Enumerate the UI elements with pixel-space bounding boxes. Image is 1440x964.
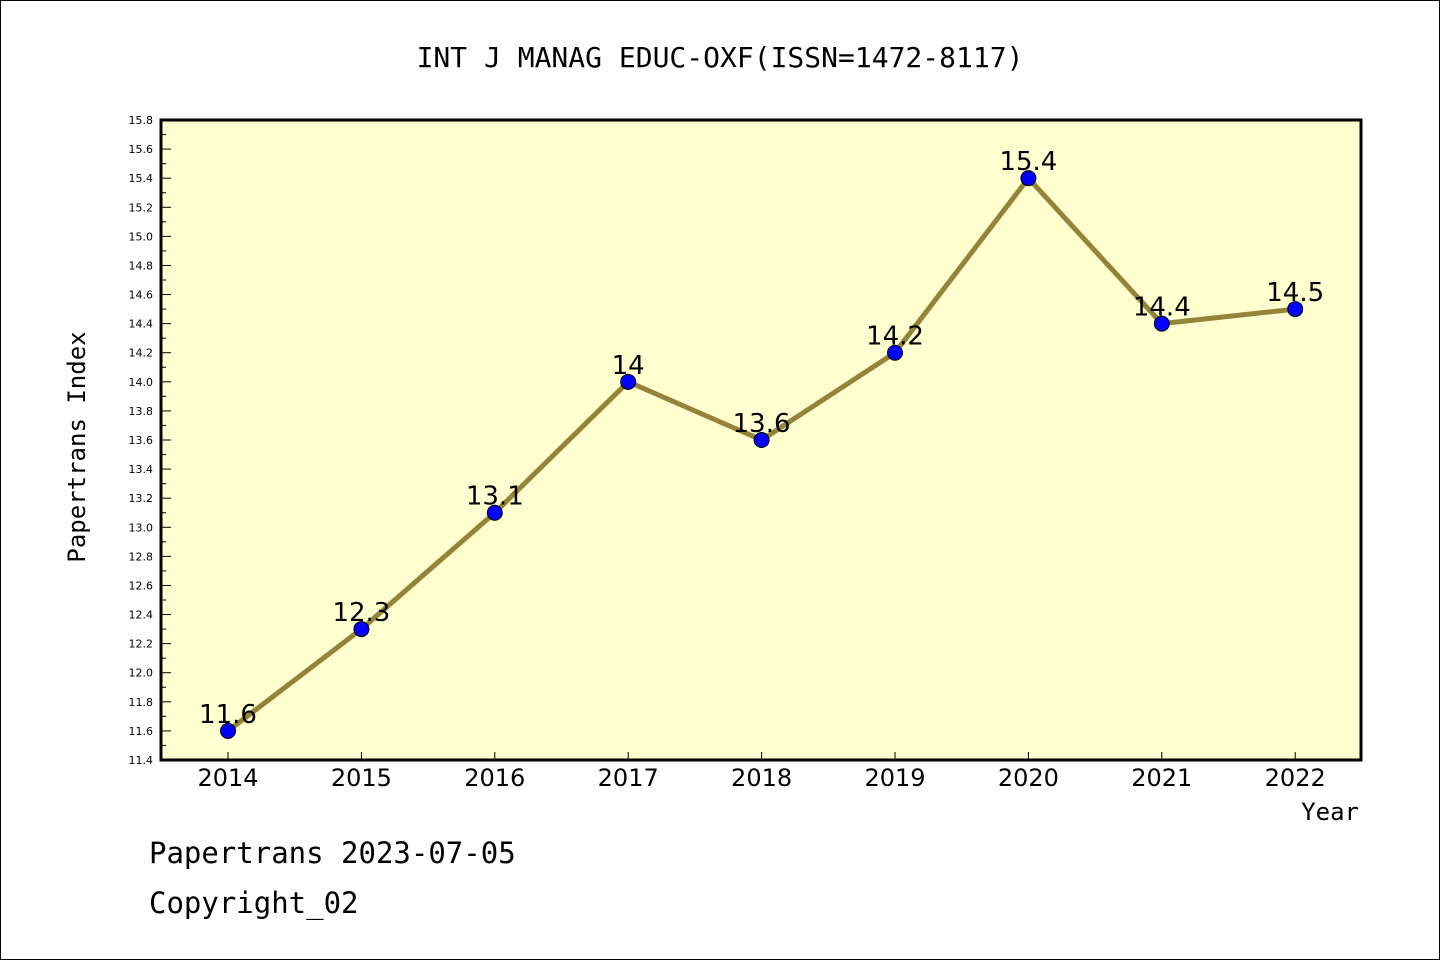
y-tick-label: 15.2: [129, 201, 154, 214]
data-label: 13.1: [466, 482, 524, 512]
data-label: 14: [612, 351, 645, 381]
y-tick-label: 15.0: [129, 230, 154, 243]
x-tick-label: 2019: [864, 764, 925, 792]
data-point: [486, 504, 503, 521]
y-axis: 11.4 11.6 11.8 12.0 12.2 12.4 12.6 12.8 13.0 13.2…: [129, 114, 171, 767]
x-tick-label: 2018: [731, 764, 792, 792]
y-tick-label: 13.4: [129, 463, 154, 476]
x-axis-label: Year: [1301, 798, 1359, 826]
y-tick-label: 13.6: [129, 434, 154, 447]
y-axis-label: Papertrans Index: [63, 331, 91, 562]
x-tick-label: 2015: [331, 764, 392, 792]
y-tick-label: 15.8: [129, 114, 154, 127]
data-label: 14.4: [1133, 293, 1191, 323]
y-tick-label: 11.6: [129, 725, 154, 738]
data-point: [620, 373, 637, 390]
data-label: 11.6: [199, 700, 257, 730]
data-label: 15.4: [999, 147, 1057, 177]
x-tick-label: 2020: [998, 764, 1059, 792]
x-tick-label: 2014: [197, 764, 258, 792]
data-point: [887, 344, 903, 361]
data-point: [1020, 170, 1037, 187]
y-tick-label: 14.0: [129, 376, 154, 389]
data-label: 13.6: [733, 409, 791, 439]
y-tick-label: 14.4: [129, 318, 154, 331]
y-tick-label: 12.2: [129, 638, 154, 651]
data-labels: 11.6 12.3 13.1 14 13.6 14.2 15.4 14.4 14.5: [199, 147, 1324, 730]
footer-date: Papertrans 2023-07-05: [149, 836, 516, 870]
data-points: [220, 170, 1304, 739]
y-tick-label: 15.6: [129, 143, 154, 156]
y-tick-label: 14.6: [129, 289, 154, 302]
y-tick-label: 11.4: [129, 754, 154, 767]
data-label: 14.2: [866, 322, 924, 352]
data-point: [220, 722, 236, 739]
x-tick-label: 2021: [1131, 764, 1192, 792]
y-tick-label: 14.2: [129, 347, 154, 360]
y-tick-label: 12.6: [129, 579, 154, 592]
data-point: [1153, 315, 1170, 332]
data-point: [753, 432, 770, 448]
y-tick-label: 12.8: [129, 550, 154, 563]
y-tick-label: 15.4: [129, 172, 154, 185]
y-tick-label: 11.8: [129, 696, 154, 709]
data-label: 14.5: [1266, 278, 1324, 308]
data-point: [353, 621, 370, 638]
data-point: [1287, 301, 1304, 318]
y-tick-label: 13.8: [129, 405, 154, 418]
x-tick-label: 2022: [1265, 764, 1326, 792]
y-tick-label: 14.8: [129, 259, 154, 272]
x-tick-label: 2016: [464, 764, 525, 792]
y-tick-label: 12.0: [129, 667, 154, 680]
chart-title: INT J MANAG EDUC-OXF(ISSN=1472-8117): [417, 41, 1024, 74]
data-label: 12.3: [332, 598, 390, 628]
y-tick-label: 13.0: [129, 521, 154, 534]
x-axis: 2014 2015 2016 2017 2018 2019 2020 2021 2022: [197, 752, 1326, 792]
y-tick-label: 12.4: [129, 609, 154, 622]
footer-copyright: Copyright_02: [149, 886, 359, 921]
x-tick-label: 2017: [598, 764, 659, 792]
y-tick-label: 13.2: [129, 492, 154, 505]
